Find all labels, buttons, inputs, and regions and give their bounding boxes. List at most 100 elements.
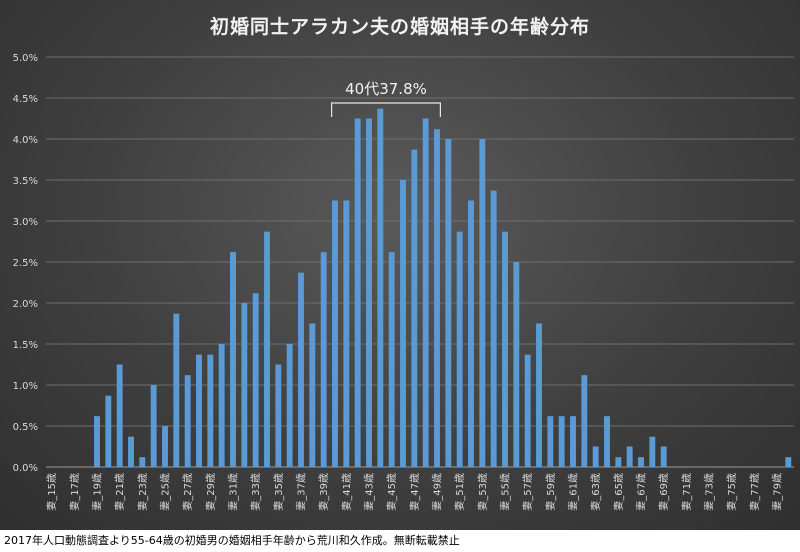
bar [615, 457, 622, 467]
annotation-label: 40代37.8% [345, 80, 427, 98]
bar [150, 385, 157, 467]
bar [298, 272, 304, 467]
bar [479, 139, 486, 467]
x-tick-label: 妻_57歳 [521, 473, 534, 511]
x-tick-label: 妻_67歳 [635, 473, 648, 511]
bar [252, 293, 259, 467]
bar [456, 231, 463, 467]
x-tick-label: 妻_35歳 [272, 473, 285, 511]
bar [309, 323, 316, 467]
bar [264, 231, 270, 467]
bar [196, 354, 202, 467]
bar [434, 129, 440, 467]
bar [230, 252, 236, 467]
bar [660, 446, 667, 467]
x-tick-label: 妻_73歳 [703, 473, 716, 511]
bar [536, 323, 542, 467]
bar [445, 139, 452, 467]
annotation-bracket [331, 102, 441, 117]
x-tick-label: 妻_47歳 [408, 473, 421, 511]
x-tick-label: 妻_39歳 [317, 473, 330, 511]
x-tick-label: 妻_49歳 [431, 473, 444, 511]
bar [184, 375, 191, 467]
x-tick-label: 妻_15歳 [45, 473, 58, 511]
bar [785, 457, 792, 467]
bar [604, 416, 610, 467]
x-tick-label: 妻_61歳 [567, 473, 580, 511]
x-tick-label: 妻_71歳 [680, 473, 693, 511]
y-tick-label: 4.0% [13, 135, 38, 146]
bar [649, 436, 656, 467]
bar [354, 118, 361, 467]
bar [468, 200, 474, 467]
x-tick-label: 妻_63歳 [589, 473, 602, 511]
bar [94, 416, 100, 467]
bar [422, 118, 429, 467]
x-tick-label: 妻_33歳 [249, 473, 262, 511]
bar [343, 200, 350, 467]
x-tick-label: 妻_37歳 [295, 473, 308, 511]
x-tick-label: 妻_21歳 [113, 473, 126, 511]
x-tick-label: 妻_65歳 [612, 473, 625, 511]
bar [490, 190, 497, 467]
bar [377, 108, 384, 467]
y-tick-label: 0.0% [13, 463, 38, 474]
x-tick-label: 妻_53歳 [476, 473, 489, 511]
x-tick-label: 妻_77歳 [748, 473, 761, 511]
bar [241, 303, 248, 467]
y-tick-label: 1.5% [13, 340, 38, 351]
y-tick-label: 2.0% [13, 299, 38, 310]
bar [105, 395, 112, 467]
bar [139, 457, 146, 467]
x-tick-label: 妻_23歳 [136, 473, 149, 511]
bar [558, 416, 565, 467]
bar [388, 252, 395, 467]
bar [162, 426, 168, 467]
bar [173, 313, 180, 467]
y-tick-label: 3.0% [13, 217, 38, 228]
bar [286, 344, 293, 467]
x-tick-label: 妻_75歳 [725, 473, 738, 511]
chart-area: 初婚同士アラカン夫の婚姻相手の年齢分布 0.0% 0.5% 1.0% 1.5% 2.0%… [0, 0, 800, 530]
bar [207, 354, 214, 467]
y-tick-label: 4.5% [13, 94, 38, 105]
x-tick-label: 妻_45歳 [385, 473, 398, 511]
bar [524, 354, 531, 467]
y-tick-label: 3.5% [13, 176, 38, 187]
y-tick-label: 2.5% [13, 258, 38, 269]
bar [218, 344, 225, 467]
bar [400, 180, 406, 467]
x-tick-label: 妻_19歳 [91, 473, 104, 511]
source-caption: 2017年人口動態調査より55-64歳の初婚男の婚姻相手年齢から荒川和久作成。無… [4, 534, 460, 547]
y-tick-label: 5.0% [13, 53, 38, 64]
bar [638, 457, 644, 467]
bar [502, 231, 508, 467]
chart-title: 初婚同士アラカン夫の婚姻相手の年齢分布 [209, 16, 590, 38]
y-tick-label: 1.0% [13, 381, 38, 392]
bar [626, 446, 633, 467]
x-tick-label: 妻_41歳 [340, 473, 353, 511]
bar [411, 149, 418, 467]
bar [513, 262, 520, 467]
bar [320, 252, 327, 467]
bar [128, 436, 134, 467]
bar [592, 446, 599, 467]
bar [570, 416, 576, 467]
x-tick-label: 妻_27歳 [181, 473, 194, 511]
bar [581, 375, 588, 467]
x-tick-label: 妻_25歳 [159, 473, 172, 511]
bar-chart: 0.0% 0.5% 1.0% 1.5% 2.0% 2.5% 3.0% 3.5% 4.0% 4.5%… [13, 53, 794, 511]
bar [547, 416, 554, 467]
x-tick-label: 妻_43歳 [363, 473, 376, 511]
bar [116, 364, 123, 467]
x-tick-label: 妻_79歳 [771, 473, 784, 511]
x-tick-label: 妻_29歳 [204, 473, 217, 511]
bar [366, 118, 372, 467]
bar [332, 200, 338, 467]
y-tick-label: 0.5% [13, 422, 38, 433]
x-tick-label: 妻_31歳 [227, 473, 240, 511]
x-tick-label: 妻_55歳 [499, 473, 512, 511]
x-tick-label: 妻_69歳 [657, 473, 670, 511]
x-tick-label: 妻_51歳 [453, 473, 466, 511]
bar [275, 364, 282, 467]
